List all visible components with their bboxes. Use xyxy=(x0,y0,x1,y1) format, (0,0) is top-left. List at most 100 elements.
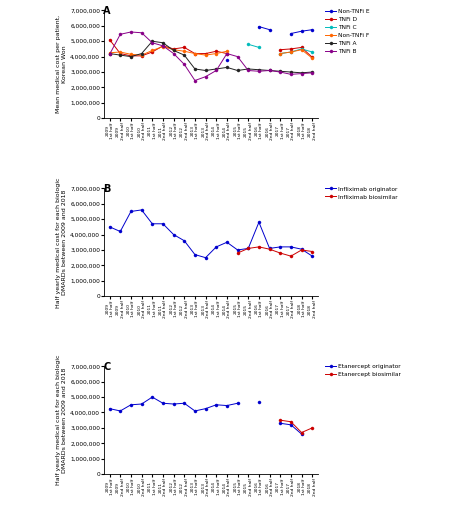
TNFi A xyxy=(235,67,240,73)
TNFi B xyxy=(277,69,283,75)
Infliximab biosimilar xyxy=(246,245,251,252)
Etanercept originator xyxy=(118,408,123,414)
Infliximab originator xyxy=(256,219,262,226)
TNFi A xyxy=(213,66,219,72)
Etanercept originator xyxy=(288,421,294,428)
Non-TNFi F xyxy=(277,51,283,57)
Legend: Etanercept originator, Etanercept biosimilar: Etanercept originator, Etanercept biosim… xyxy=(325,364,401,378)
TNFi A xyxy=(192,66,198,72)
TNFi A xyxy=(288,69,294,75)
TNFi B xyxy=(160,43,166,49)
TNFi D xyxy=(203,51,209,57)
Infliximab biosimilar xyxy=(235,250,240,256)
TNFi A xyxy=(118,52,123,58)
Non-TNFi F xyxy=(299,46,304,53)
Infliximab biosimilar xyxy=(310,249,315,255)
TNFi D xyxy=(288,46,294,52)
Non-TNFi F xyxy=(288,49,294,55)
Non-TNFi F xyxy=(213,51,219,57)
Infliximab originator xyxy=(277,244,283,250)
Etanercept originator xyxy=(149,394,155,400)
Line: Non-TNFi F: Non-TNFi F xyxy=(108,45,314,60)
Non-TNFi E xyxy=(224,57,230,64)
TNFi C xyxy=(288,49,294,55)
Etanercept originator xyxy=(203,405,209,412)
TNFi A xyxy=(224,64,230,70)
Non-TNFi E xyxy=(267,27,273,33)
TNFi A xyxy=(310,69,315,75)
Line: TNFi A: TNFi A xyxy=(108,40,314,75)
Infliximab originator xyxy=(203,255,209,261)
TNFi B xyxy=(107,51,112,57)
Non-TNFi E xyxy=(256,23,262,30)
TNFi A xyxy=(171,47,176,54)
Non-TNFi F xyxy=(107,49,112,56)
TNFi D xyxy=(182,44,187,51)
Non-TNFi F xyxy=(139,52,145,58)
Etanercept originator xyxy=(160,400,166,406)
TNFi B xyxy=(256,68,262,75)
TNFi D xyxy=(277,46,283,53)
Text: C: C xyxy=(103,362,110,372)
Infliximab originator xyxy=(149,221,155,227)
TNFi D xyxy=(160,43,166,49)
Non-TNFi F xyxy=(171,46,176,53)
TNFi B xyxy=(310,70,315,76)
TNFi C xyxy=(256,44,262,51)
Y-axis label: Half yearly medical cost for each biologic
DMARDs between 2009 and 2018: Half yearly medical cost for each biolog… xyxy=(56,177,67,307)
Non-TNFi F xyxy=(118,49,123,55)
Etanercept originator xyxy=(213,402,219,408)
Infliximab originator xyxy=(171,231,176,238)
Infliximab originator xyxy=(310,253,315,259)
TNFi D xyxy=(128,53,134,59)
TNFi D xyxy=(171,46,176,52)
TNFi D xyxy=(213,48,219,54)
Non-TNFi E xyxy=(288,30,294,36)
Etanercept originator xyxy=(182,400,187,406)
Infliximab biosimilar xyxy=(277,250,283,256)
Infliximab biosimilar xyxy=(288,253,294,259)
Etanercept biosimilar xyxy=(310,425,315,431)
TNFi A xyxy=(299,70,304,76)
TNFi C xyxy=(277,51,283,57)
TNFi A xyxy=(149,38,155,44)
Line: TNFi B: TNFi B xyxy=(108,30,314,82)
Line: Non-TNFi E: Non-TNFi E xyxy=(226,25,314,62)
Non-TNFi F xyxy=(224,48,230,54)
Etanercept originator xyxy=(192,408,198,414)
TNFi B xyxy=(235,54,240,60)
Legend: Infliximab originator, Infliximab biosimilar: Infliximab originator, Infliximab biosim… xyxy=(325,186,398,200)
Line: TNFi D: TNFi D xyxy=(108,38,314,59)
Etanercept originator xyxy=(128,402,134,408)
Infliximab biosimilar xyxy=(267,246,273,252)
Infliximab originator xyxy=(128,208,134,215)
Infliximab originator xyxy=(182,238,187,244)
TNFi B xyxy=(299,70,304,77)
Infliximab originator xyxy=(107,224,112,230)
Etanercept originator xyxy=(277,420,283,426)
TNFi A xyxy=(182,52,187,58)
Legend: Non-TNFi E, TNFi D, TNFi C, Non-TNFi F, TNFi A, TNFi B: Non-TNFi E, TNFi D, TNFi C, Non-TNFi F, … xyxy=(325,8,370,54)
TNFi A xyxy=(139,51,145,57)
TNFi B xyxy=(149,40,155,46)
TNFi C xyxy=(246,41,251,47)
TNFi B xyxy=(192,78,198,84)
Line: TNFi C: TNFi C xyxy=(247,43,314,55)
Non-TNFi F xyxy=(128,51,134,57)
TNFi A xyxy=(256,67,262,73)
Y-axis label: Half yearly medical cost for each biologic
DMARDs between 2009 and 2018: Half yearly medical cost for each biolog… xyxy=(56,355,67,486)
Line: Etanercept biosimilar: Etanercept biosimilar xyxy=(279,419,314,434)
TNFi D xyxy=(310,54,315,60)
Etanercept biosimilar xyxy=(277,417,283,424)
Non-TNFi F xyxy=(182,48,187,54)
Etanercept originator xyxy=(139,401,145,407)
Infliximab originator xyxy=(267,245,273,252)
Infliximab biosimilar xyxy=(299,247,304,253)
Non-TNFi E xyxy=(299,28,304,34)
Text: A: A xyxy=(103,6,111,16)
TNFi B xyxy=(213,67,219,73)
TNFi A xyxy=(203,67,209,73)
TNFi A xyxy=(246,66,251,72)
Infliximab originator xyxy=(299,246,304,252)
TNFi B xyxy=(182,61,187,67)
